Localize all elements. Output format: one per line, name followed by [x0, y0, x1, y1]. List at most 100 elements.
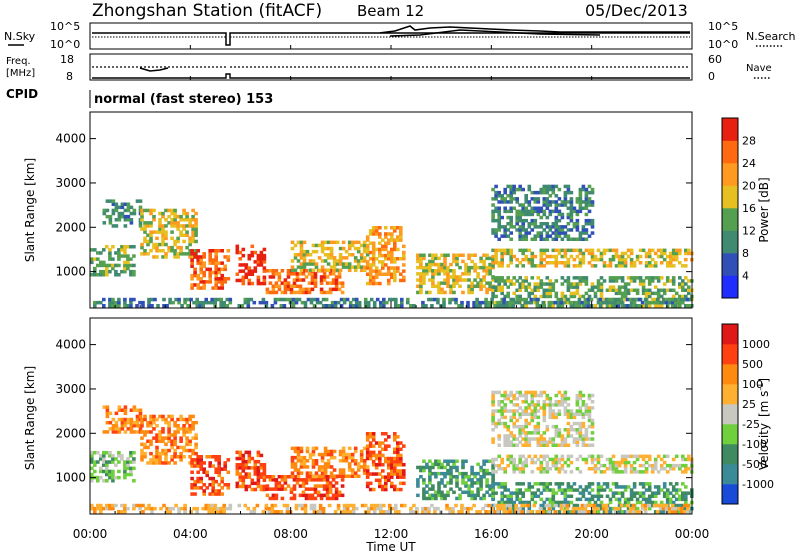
- velocity-cell: [90, 454, 94, 458]
- power-cell: [338, 262, 343, 266]
- velocity-cell: [271, 496, 276, 501]
- power-cell: [581, 206, 586, 210]
- power-cell: [259, 257, 264, 261]
- power-cell: [246, 297, 251, 302]
- power-cell: [244, 275, 249, 280]
- power-cell: [199, 277, 203, 281]
- power-cell: [506, 215, 510, 220]
- power-cell: [378, 235, 382, 239]
- velocity-cell: [632, 454, 637, 459]
- power-cell: [599, 294, 604, 299]
- velocity-cell: [247, 459, 252, 464]
- power-cell: [256, 263, 261, 267]
- velocity-cell: [393, 438, 397, 442]
- velocity-cell: [323, 471, 328, 475]
- power-cell: [161, 249, 165, 253]
- power-cell: [368, 266, 373, 270]
- velocity-cell: [557, 443, 562, 447]
- power-cell: [170, 249, 174, 253]
- velocity-cell: [575, 431, 580, 435]
- velocity-cell: [362, 471, 367, 475]
- velocity-cell: [292, 478, 297, 482]
- power-cell: [129, 304, 133, 308]
- velocity-cell: [488, 471, 492, 476]
- power-cell: [303, 304, 308, 308]
- velocity-cell: [105, 479, 109, 483]
- velocity-cell: [144, 506, 148, 511]
- velocity-cell: [378, 459, 382, 464]
- velocity-cell: [643, 510, 648, 514]
- velocity-cell: [241, 463, 246, 467]
- velocity-cell: [238, 456, 243, 461]
- power-cell: [322, 275, 327, 279]
- velocity-cell: [120, 457, 124, 461]
- velocity-cell: [428, 496, 432, 501]
- power-cell: [628, 297, 633, 302]
- velocity-cell: [185, 442, 189, 447]
- power-cell: [575, 225, 580, 229]
- power-cell: [337, 275, 342, 279]
- velocity-cell: [114, 427, 119, 431]
- velocity-cell: [449, 475, 453, 479]
- power-cell: [371, 241, 376, 245]
- velocity-cell: [559, 506, 564, 511]
- power-cell: [503, 231, 507, 235]
- velocity-cell: [335, 474, 340, 478]
- power-cell: [596, 297, 601, 302]
- power-cell: [494, 197, 498, 201]
- power-cell: [190, 261, 194, 265]
- power-cell: [262, 269, 267, 273]
- power-cell: [331, 269, 336, 273]
- power-cell: [640, 300, 645, 305]
- velocity-cell: [554, 424, 559, 429]
- power-cell: [93, 266, 97, 271]
- power-cell: [578, 187, 583, 192]
- velocity-cell: [565, 503, 570, 508]
- velocity-cell: [665, 470, 670, 474]
- power-cell: [368, 278, 373, 283]
- power-cell: [533, 197, 538, 201]
- power-cell: [123, 304, 127, 308]
- power-cell: [105, 199, 110, 203]
- power-cell: [114, 205, 119, 210]
- power-cell: [185, 211, 189, 216]
- power-cell: [662, 282, 667, 286]
- power-cell: [319, 269, 324, 273]
- velocity-cell: [123, 463, 127, 467]
- velocity-cell: [196, 486, 200, 490]
- velocity-cell: [155, 433, 159, 437]
- velocity-cell: [590, 406, 595, 410]
- power-cell: [502, 297, 506, 302]
- power-cell: [371, 244, 376, 249]
- power-cell: [659, 248, 664, 253]
- velocity-cell: [416, 481, 420, 485]
- power-cell: [560, 254, 565, 259]
- power-cell: [620, 285, 625, 289]
- power-cell: [123, 224, 128, 228]
- power-cell: [173, 211, 177, 216]
- velocity-cell: [473, 475, 477, 479]
- power-cell: [400, 304, 404, 308]
- velocity-cell: [668, 491, 673, 495]
- power-cell: [500, 264, 504, 268]
- velocity-cell: [105, 469, 109, 474]
- velocity-cell: [338, 474, 343, 478]
- power-cell: [419, 262, 423, 267]
- power-cell: [557, 231, 562, 235]
- power-cell: [201, 304, 205, 308]
- power-cell: [324, 304, 329, 308]
- velocity-cell: [390, 456, 394, 461]
- velocity-cell: [506, 424, 510, 429]
- power-cell: [256, 260, 261, 264]
- power-cell: [114, 208, 119, 213]
- power-cell: [551, 248, 556, 253]
- power-cell: [572, 282, 577, 286]
- power-cell: [491, 212, 495, 217]
- velocity-cell: [632, 494, 637, 498]
- velocity-cell: [533, 409, 538, 413]
- velocity-cell: [662, 494, 667, 498]
- power-cell: [117, 254, 121, 258]
- velocity-cell: [508, 503, 512, 508]
- power-cell: [310, 272, 315, 276]
